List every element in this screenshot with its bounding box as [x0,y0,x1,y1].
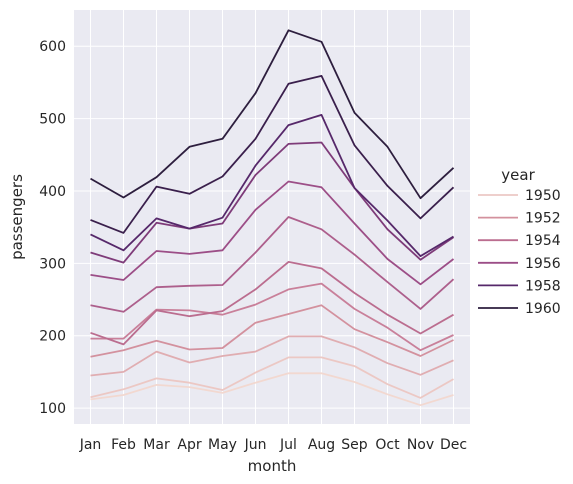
x-tick-label: May [208,437,237,453]
x-tick-label: Oct [375,437,400,453]
legend-entry-label: 1952 [525,211,561,227]
x-tick-label: Mar [143,437,170,453]
legend-entry-label: 1958 [525,278,561,294]
x-tick-label: Jul [279,437,297,453]
series-line [90,180,455,286]
legend-title: year [501,166,535,184]
y-tick-label: 500 [39,112,66,128]
series-line [90,114,454,258]
y-tick-label: 300 [39,256,66,272]
x-tick-label: Nov [407,437,434,453]
x-tick-label: Jan [79,437,102,453]
legend-entry-label: 1954 [525,233,561,249]
series-line [90,304,454,358]
x-tick-label: Aug [308,437,335,453]
x-tick-label: Feb [111,437,136,453]
series-line [90,141,455,264]
x-tick-labels: Jan Feb Mar Apr May Jun Jul Aug Sep Oct Nov Dec [79,437,467,453]
legend-entry-label: 1960 [525,301,561,317]
y-tick-label: 200 [39,329,66,345]
series-line [90,216,455,313]
series-line [90,75,455,234]
series-line [90,260,454,346]
y-axis-label: passengers [8,174,26,260]
series-line [90,335,454,377]
y-tick-labels: 100 200 300 400 500 600 [39,39,66,417]
plot-background [74,10,470,424]
series-line [90,29,455,200]
x-tick-label: Dec [440,437,467,453]
x-tick-label: Sep [341,437,368,453]
x-tick-label: Jun [244,437,267,453]
y-tick-label: 600 [39,39,66,55]
y-tick-label: 400 [39,184,66,200]
y-tick-label: 100 [39,401,66,417]
series-line [90,372,454,407]
gridlines [74,10,470,424]
series-line [90,356,454,399]
x-tick-label: Apr [177,437,201,453]
series-line [90,282,454,352]
legend-entry-label: 1956 [525,256,561,272]
series-lines [90,29,455,407]
legend-entry-label: 1950 [525,188,561,204]
x-axis-label: month [248,457,297,475]
legend: year 1950 1952 1954 1956 1958 1960 [478,166,561,317]
